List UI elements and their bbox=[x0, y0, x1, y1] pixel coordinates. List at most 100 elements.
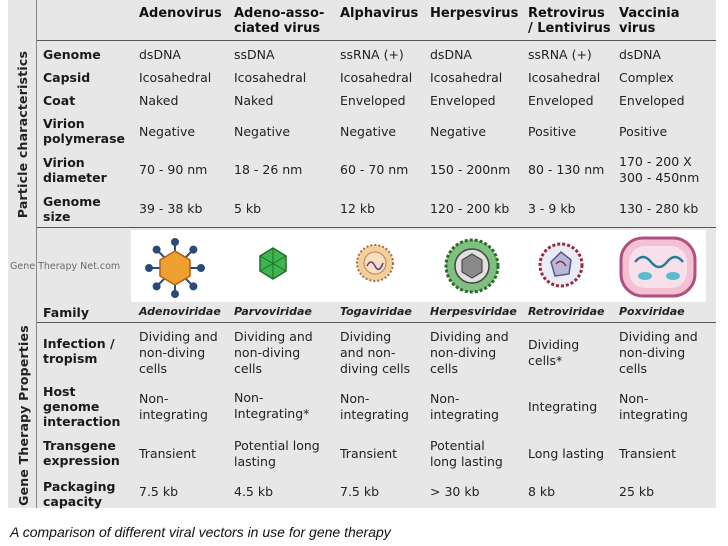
table-cell: 60 - 70 nm bbox=[340, 162, 409, 177]
table-cell: Potential long lasting bbox=[234, 438, 320, 469]
herpesvirus-icon bbox=[440, 234, 504, 302]
table-cell: 7.5 kb bbox=[139, 484, 179, 499]
column-header: Alphavirus bbox=[340, 6, 419, 21]
table-cell: 7.5 kb bbox=[340, 484, 380, 499]
table-cell: Enveloped bbox=[430, 93, 496, 108]
table-cell: Icosahedral bbox=[234, 70, 307, 85]
table-cell: Dividing and non- diving cells bbox=[340, 329, 411, 376]
header-rule bbox=[37, 40, 716, 41]
table-cell: Dividing and non-diving cells bbox=[430, 329, 509, 376]
family-name: Parvoviridae bbox=[234, 305, 312, 318]
table-cell: > 30 kb bbox=[430, 484, 480, 499]
table-cell: Transient bbox=[139, 446, 197, 461]
table-cell: ssDNA bbox=[234, 47, 275, 62]
column-header: Retrovirus / Lentivirus bbox=[528, 6, 611, 36]
virus-illustrations bbox=[131, 230, 706, 302]
table-cell: Non- integrating bbox=[340, 391, 409, 422]
table-cell: 18 - 26 nm bbox=[234, 162, 303, 177]
table-cell: dsDNA bbox=[619, 47, 661, 62]
table-cell: 3 - 9 kb bbox=[528, 201, 576, 216]
row-label: Genome size bbox=[43, 194, 101, 224]
section-rule-particle bbox=[37, 227, 716, 228]
table-cell: 120 - 200 kb bbox=[430, 201, 510, 216]
table-cell: 25 kb bbox=[619, 484, 655, 499]
section-divider bbox=[36, 0, 37, 508]
table-cell: dsDNA bbox=[430, 47, 472, 62]
caption: A comparison of different viral vectors … bbox=[10, 524, 391, 540]
row-label: Infection / tropism bbox=[43, 336, 115, 366]
table-cell: Complex bbox=[619, 70, 674, 85]
family-name: Adenoviridae bbox=[139, 305, 221, 318]
table-cell: ssRNA (+) bbox=[340, 47, 404, 62]
column-header: Vaccinia virus bbox=[619, 6, 680, 36]
family-rule bbox=[37, 322, 716, 323]
column-header: Adenovirus bbox=[139, 6, 222, 21]
table-cell: Negative bbox=[340, 124, 397, 139]
table-cell: Negative bbox=[139, 124, 196, 139]
watermark: Gene Therapy Net.com bbox=[10, 261, 121, 272]
table-cell: 5 kb bbox=[234, 201, 262, 216]
particle-characteristics-label: Particle characteristics bbox=[12, 42, 34, 226]
table-cell: Non- integrating bbox=[619, 391, 688, 422]
vaccinia-icon bbox=[615, 232, 701, 306]
table-cell: Transient bbox=[619, 446, 677, 461]
table-cell: 8 kb bbox=[528, 484, 556, 499]
retrovirus-icon bbox=[534, 238, 588, 296]
adenovirus-icon bbox=[145, 238, 205, 302]
row-label: Coat bbox=[43, 93, 76, 108]
table-cell: Non- integrating bbox=[139, 391, 208, 422]
column-header: Adeno-asso- ciated virus bbox=[234, 6, 325, 36]
table-cell: Icosahedral bbox=[340, 70, 413, 85]
row-label: Virion polymerase bbox=[43, 116, 125, 146]
table-cell: Negative bbox=[234, 124, 291, 139]
table-cell: 70 - 90 nm bbox=[139, 162, 208, 177]
particle-characteristics-text: Particle characteristics bbox=[15, 50, 31, 218]
row-label: Virion diameter bbox=[43, 155, 107, 185]
table-cell: 170 - 200 X 300 - 450nm bbox=[619, 154, 700, 185]
table-cell: Long lasting bbox=[528, 446, 605, 461]
table-cell: Dividing and non-diving cells bbox=[139, 329, 218, 376]
row-label: Genome bbox=[43, 47, 101, 62]
table-cell: 4.5 kb bbox=[234, 484, 274, 499]
table-cell: Dividing cells* bbox=[528, 337, 580, 368]
table-cell: 150 - 200nm bbox=[430, 162, 511, 177]
table-cell: Icosahedral bbox=[139, 70, 212, 85]
table-cell: Naked bbox=[234, 93, 274, 108]
table-cell: Non- Integrating* bbox=[234, 390, 310, 421]
table-cell: Naked bbox=[139, 93, 179, 108]
table-cell: 12 kb bbox=[340, 201, 376, 216]
row-label: Transgene expression bbox=[43, 438, 120, 468]
row-label: Capsid bbox=[43, 70, 91, 85]
table-cell: Enveloped bbox=[619, 93, 685, 108]
table-cell: Enveloped bbox=[340, 93, 406, 108]
table-cell: 130 - 280 kb bbox=[619, 201, 699, 216]
table-cell: Icosahedral bbox=[430, 70, 503, 85]
table-cell: Transient bbox=[340, 446, 398, 461]
table-cell: 39 - 38 kb bbox=[139, 201, 203, 216]
aav-icon bbox=[248, 238, 298, 292]
table-cell: 80 - 130 nm bbox=[528, 162, 605, 177]
family-name: Herpesviridae bbox=[430, 305, 517, 318]
table-cell: Icosahedral bbox=[528, 70, 601, 85]
column-header: Herpesvirus bbox=[430, 6, 519, 21]
table-cell: Potential long lasting bbox=[430, 438, 503, 469]
family-name: Poxviridae bbox=[619, 305, 685, 318]
table-cell: Dividing and non-diving cells bbox=[234, 329, 313, 376]
table-cell: Positive bbox=[528, 124, 577, 139]
table-cell: Dividing and non-diving cells bbox=[619, 329, 698, 376]
row-label: Packaging capacity bbox=[43, 479, 116, 509]
table-cell: Negative bbox=[430, 124, 487, 139]
table-cell: Integrating bbox=[528, 399, 598, 414]
table-cell: Positive bbox=[619, 124, 668, 139]
alphavirus-icon bbox=[350, 238, 400, 292]
family-label: Family bbox=[43, 305, 89, 320]
table-cell: dsDNA bbox=[139, 47, 181, 62]
gene-therapy-properties-label: Gene Therapy Properties bbox=[12, 324, 34, 506]
row-label: Host genome interaction bbox=[43, 384, 121, 429]
table-cell: ssRNA (+) bbox=[528, 47, 592, 62]
table-cell: Non- integrating bbox=[430, 391, 499, 422]
gene-therapy-properties-text: Gene Therapy Properties bbox=[15, 324, 31, 506]
table-cell: Enveloped bbox=[528, 93, 594, 108]
family-name: Togaviridae bbox=[340, 305, 412, 318]
family-name: Retroviridae bbox=[528, 305, 605, 318]
